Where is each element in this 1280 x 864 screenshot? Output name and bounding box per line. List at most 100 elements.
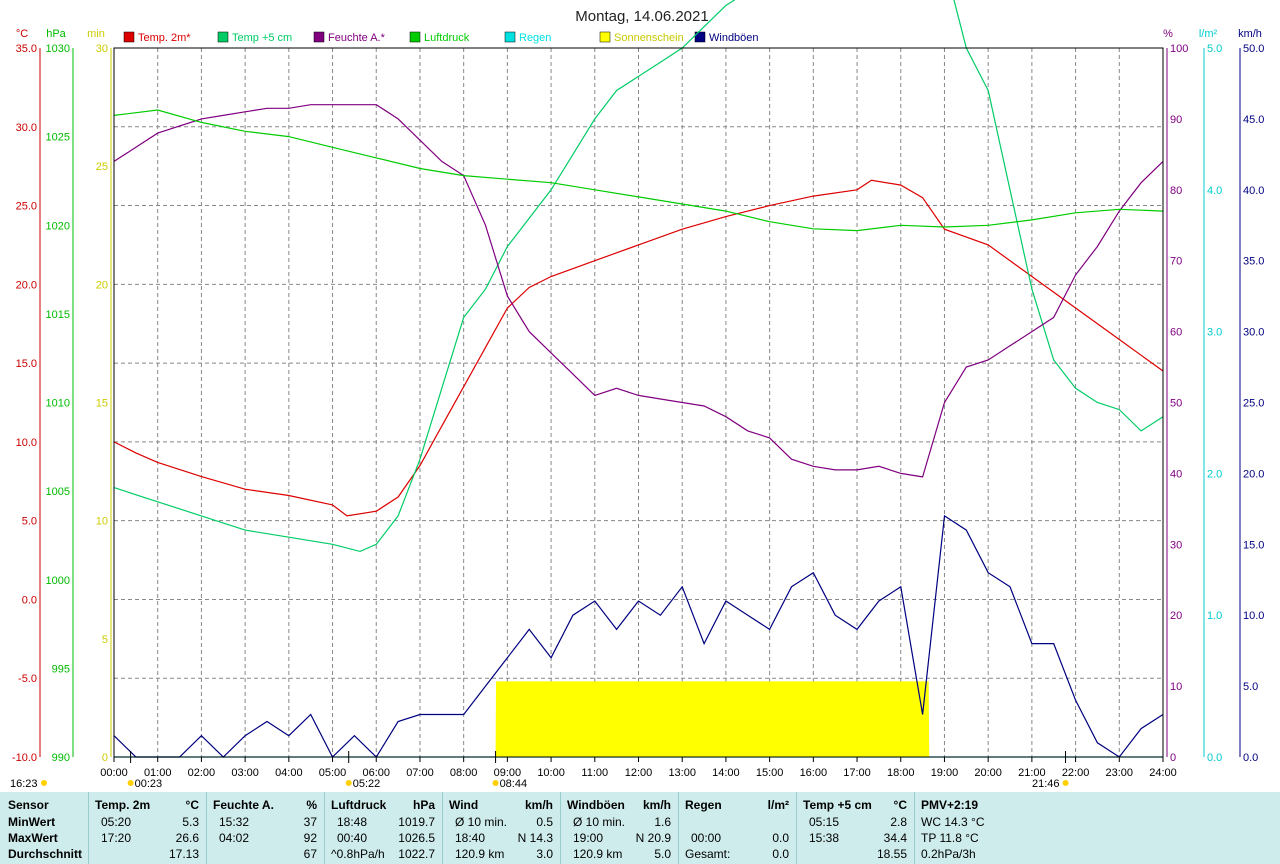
y-axis-ticks: 35.0 30.0 25.0 20.0 15.0 10.0 5.0 0.0 -5.0 -10.0 1… xyxy=(12,43,1265,764)
sensor-header: Sensor xyxy=(8,798,49,812)
marker-label: 05:22 xyxy=(353,778,381,790)
humidity-tick-label: 20 xyxy=(1170,610,1182,622)
legend-label: Sonnenschein xyxy=(614,32,684,44)
pmv-pressure-trend: 0.2hPa/3h xyxy=(921,847,976,861)
luftdruck-min-time: 18:48 xyxy=(337,815,368,829)
col-pmv: PMV+2:19 WC 14.3 °C TP 11.8 °C 0.2hPa/3h xyxy=(914,792,1280,864)
temp5cm-max-value: 34.4 xyxy=(883,831,907,845)
rain-unit-label: l/m² xyxy=(1199,28,1218,40)
summary-table: Sensor MinWert MaxWert Durchschnitt Temp… xyxy=(0,792,1280,864)
temp-tick-label: 15.0 xyxy=(16,358,37,370)
feuchte-unit: % xyxy=(306,798,317,812)
temp-tick-label: 35.0 xyxy=(16,43,37,55)
rain-tick-label: 1.0 xyxy=(1207,610,1222,622)
x-tick-label: 02:00 xyxy=(188,767,216,779)
col-temp5cm: Temp +5 cm °C 05:15 2.8 15:38 34.4 18.55 xyxy=(796,792,915,864)
col-sensor: Sensor MinWert MaxWert Durchschnitt xyxy=(0,792,88,864)
rain-tick-label: 5.0 xyxy=(1207,43,1222,55)
temp5cm-min-value: 2.8 xyxy=(890,815,907,829)
series-temp-5-cm xyxy=(113,0,1164,553)
chart-grid xyxy=(114,48,1163,757)
pressure-tick-label: 995 xyxy=(52,663,70,675)
temp5cm-min-time: 05:15 xyxy=(809,815,840,829)
x-tick-label: 14:00 xyxy=(712,767,740,779)
x-tick-label: 00:00 xyxy=(100,767,128,779)
luftdruck-header: Luftdruck xyxy=(331,798,387,812)
pressure-tick-label: 1015 xyxy=(46,309,70,321)
wind-unit-label: km/h xyxy=(1238,28,1262,40)
temp5cm-header: Temp +5 cm xyxy=(803,798,872,812)
x-tick-label: 18:00 xyxy=(887,767,915,779)
humidity-tick-label: 10 xyxy=(1170,681,1182,693)
humidity-tick-label: 0 xyxy=(1170,752,1176,764)
regen-total-value: 0.0 xyxy=(772,847,789,861)
col-temp2m: Temp. 2m °C 05:20 5.3 17:20 26.6 17.13 xyxy=(88,792,207,864)
chart-legend: Temp. 2m* Temp +5 cm Feuchte A.* Luftdruck R… xyxy=(123,31,759,44)
axis-units: °C hPa min% l/m² km/h xyxy=(16,28,1262,40)
col-luftdruck: Luftdruck hPa 18:48 1019.7 00:40 1026.5 … xyxy=(324,792,443,864)
temp-tick-label: 25.0 xyxy=(16,201,37,213)
pressure-tick-label: 1005 xyxy=(46,486,70,498)
pressure-unit-label: hPa xyxy=(46,28,66,40)
pressure-tick-label: 1020 xyxy=(46,220,70,232)
weather-chart: Montag, 14.06.2021 Temp. 2m* Temp +5 cm Fe… xyxy=(10,0,1265,790)
regen-max-time: 00:00 xyxy=(691,831,722,845)
humidity-tick-label: 30 xyxy=(1170,539,1182,551)
marker-dot xyxy=(492,780,499,786)
legend-swatch xyxy=(123,31,135,43)
humidity-tick-label: 60 xyxy=(1170,327,1182,339)
wind-distance: 120.9 km xyxy=(455,847,505,861)
sunshine-tick-label: 30 xyxy=(96,43,108,55)
rain-tick-label: 4.0 xyxy=(1207,185,1222,197)
wind-max-time: 18:40 xyxy=(455,831,486,845)
col-regen: Regen l/m² 00:00 0.0 Gesamt: 0.0 xyxy=(678,792,797,864)
marker-dot xyxy=(127,780,134,786)
wind-tick-label: 40.0 xyxy=(1243,185,1264,197)
marker-label: 08:44 xyxy=(500,778,528,790)
x-tick-label: 24:00 xyxy=(1149,767,1177,779)
col-windboeen: Windböen km/h Ø 10 min. 1.6 19:00 N 20.9… xyxy=(560,792,679,864)
rain-tick-label: 0.0 xyxy=(1207,752,1222,764)
x-tick-label: 09:00 xyxy=(494,767,522,779)
rain-tick-label: 2.0 xyxy=(1207,468,1222,480)
marker-label: 16:23 xyxy=(10,778,38,790)
regen-unit: l/m² xyxy=(767,798,789,812)
sunshine-tick-label: 10 xyxy=(96,516,108,528)
humidity-tick-label: 40 xyxy=(1170,468,1182,480)
wind-tick-label: 10.0 xyxy=(1243,610,1264,622)
luftdruck-avg: 1022.7 xyxy=(398,847,435,861)
marker-dot xyxy=(41,780,47,786)
temp2m-avg: 17.13 xyxy=(168,847,199,861)
x-tick-label: 20:00 xyxy=(974,767,1002,779)
temp-tick-label: 10.0 xyxy=(16,437,37,449)
x-axis-ticks: 00:00 01:00 02:00 03:00 04:00 05:00 06:00 07:00… xyxy=(100,757,1177,779)
x-tick-label: 12:00 xyxy=(625,767,653,779)
x-tick-label: 23:00 xyxy=(1106,767,1134,779)
legend-label: Windböen xyxy=(709,32,759,44)
temp-unit-label: °C xyxy=(16,28,28,40)
temp2m-header: Temp. 2m xyxy=(95,798,151,812)
legend-label: Temp +5 cm xyxy=(232,32,292,44)
row-label-avg: Durchschnitt xyxy=(8,847,83,861)
col-feuchte: Feuchte A. % 15:32 37 04:02 92 67 xyxy=(206,792,325,864)
feuchte-min-value: 37 xyxy=(303,815,317,829)
humidity-tick-label: 70 xyxy=(1170,256,1182,268)
pmv-header: PMV+2:19 xyxy=(921,798,979,812)
legend-swatch xyxy=(409,31,421,43)
sunshine-tick-label: 20 xyxy=(96,279,108,291)
temp-tick-label: 20.0 xyxy=(16,279,37,291)
x-tick-label: 04:00 xyxy=(275,767,303,779)
row-label-min: MinWert xyxy=(8,815,56,829)
humidity-tick-label: 90 xyxy=(1170,114,1182,126)
windboeen-header: Windböen xyxy=(567,798,625,812)
feuchte-max-value: 92 xyxy=(303,831,317,845)
x-tick-label: 06:00 xyxy=(362,767,390,779)
feuchte-min-time: 15:32 xyxy=(219,815,250,829)
sunshine-tick-label: 25 xyxy=(96,161,108,173)
temp5cm-avg: 18.55 xyxy=(876,847,907,861)
x-tick-label: 01:00 xyxy=(144,767,172,779)
luftdruck-trend: ^0.8hPa/h xyxy=(331,847,385,861)
series-temp-2m xyxy=(113,179,1164,517)
temp2m-max-value: 26.6 xyxy=(175,831,199,845)
series-sonnenschein xyxy=(114,681,1163,757)
